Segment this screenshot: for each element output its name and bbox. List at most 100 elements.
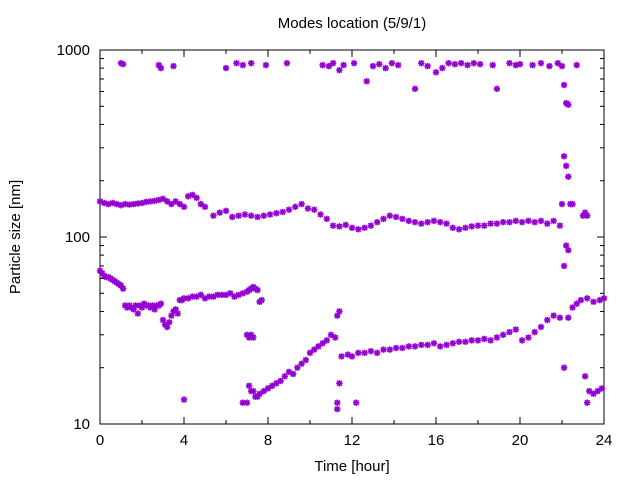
chart-title: Modes location (5/9/1) bbox=[278, 15, 426, 32]
data-point bbox=[334, 399, 341, 406]
data-point bbox=[376, 60, 383, 68]
data-point bbox=[424, 218, 431, 226]
data-point bbox=[537, 323, 545, 331]
data-point bbox=[350, 60, 358, 67]
data-point bbox=[560, 81, 568, 89]
data-point bbox=[411, 218, 419, 226]
data-point bbox=[449, 340, 456, 347]
data-point bbox=[411, 85, 419, 93]
data-point bbox=[458, 60, 465, 67]
data-point bbox=[445, 60, 452, 67]
data-point bbox=[245, 382, 253, 389]
data-point bbox=[386, 212, 393, 219]
data-point bbox=[380, 346, 387, 353]
data-point bbox=[560, 153, 568, 160]
data-point bbox=[367, 222, 375, 229]
data-point bbox=[464, 61, 471, 69]
data-point bbox=[294, 364, 301, 371]
data-point bbox=[437, 218, 444, 226]
data-point bbox=[594, 387, 601, 395]
data-point bbox=[302, 356, 309, 364]
data-point bbox=[180, 203, 188, 211]
data-point bbox=[338, 353, 345, 360]
y-tick-label: 1000 bbox=[57, 42, 90, 59]
data-point bbox=[241, 211, 249, 218]
data-point bbox=[449, 224, 456, 232]
data-point bbox=[462, 224, 469, 232]
data-point bbox=[222, 207, 230, 215]
x-tick-label: 16 bbox=[428, 432, 445, 449]
data-point bbox=[560, 262, 568, 270]
data-point bbox=[374, 218, 381, 226]
data-point bbox=[439, 64, 446, 72]
x-tick-label: 20 bbox=[512, 432, 529, 449]
data-point bbox=[168, 200, 175, 208]
data-point bbox=[565, 246, 572, 254]
data-point bbox=[117, 201, 125, 209]
data-point bbox=[247, 212, 255, 219]
data-point bbox=[311, 206, 318, 213]
data-point bbox=[304, 205, 312, 212]
data-point bbox=[474, 222, 482, 229]
data-point bbox=[430, 340, 438, 347]
data-point bbox=[292, 203, 299, 211]
data-point bbox=[476, 60, 484, 68]
data-point bbox=[348, 353, 356, 360]
data-point bbox=[258, 296, 265, 304]
data-point bbox=[544, 316, 551, 324]
data-point bbox=[329, 60, 337, 67]
data-point bbox=[348, 224, 356, 232]
data-point bbox=[512, 217, 519, 225]
data-point bbox=[363, 78, 370, 85]
data-point bbox=[317, 211, 324, 218]
data-point bbox=[443, 220, 450, 227]
data-point bbox=[573, 300, 580, 307]
data-point bbox=[170, 62, 177, 70]
data-point bbox=[392, 344, 400, 352]
data-point bbox=[493, 85, 501, 93]
data-point bbox=[418, 60, 425, 67]
data-point bbox=[247, 60, 255, 67]
data-point bbox=[342, 221, 349, 229]
data-point bbox=[470, 60, 477, 67]
y-axis-label: Particle size [nm] bbox=[7, 180, 24, 294]
data-point bbox=[430, 217, 438, 225]
data-point bbox=[493, 334, 501, 341]
data-point bbox=[550, 312, 557, 319]
data-point bbox=[119, 60, 127, 68]
data-point bbox=[525, 334, 532, 341]
data-point bbox=[584, 399, 591, 406]
data-point bbox=[273, 209, 280, 217]
data-point bbox=[193, 194, 200, 202]
data-point bbox=[157, 64, 165, 72]
data-point bbox=[556, 314, 564, 321]
data-point bbox=[468, 223, 475, 230]
data-point bbox=[556, 222, 564, 229]
data-point bbox=[598, 385, 606, 392]
data-point bbox=[531, 218, 538, 226]
data-point bbox=[418, 341, 425, 349]
data-point bbox=[355, 349, 362, 357]
data-point bbox=[332, 334, 339, 341]
data-point bbox=[229, 213, 236, 221]
data-point bbox=[323, 215, 330, 223]
data-point bbox=[506, 60, 513, 67]
data-point bbox=[573, 61, 580, 69]
data-point bbox=[405, 217, 412, 225]
data-point bbox=[353, 399, 360, 406]
data-point bbox=[531, 328, 538, 336]
data-point bbox=[443, 341, 450, 349]
data-point bbox=[374, 349, 381, 357]
data-point bbox=[210, 212, 217, 219]
data-point bbox=[481, 335, 488, 343]
data-point bbox=[405, 343, 412, 350]
data-point bbox=[369, 62, 377, 70]
data-point bbox=[336, 380, 343, 387]
data-point bbox=[489, 61, 496, 69]
data-point bbox=[281, 373, 288, 380]
data-point bbox=[222, 64, 230, 72]
data-point bbox=[487, 337, 494, 344]
data-point bbox=[180, 396, 188, 403]
data-point bbox=[336, 223, 343, 230]
